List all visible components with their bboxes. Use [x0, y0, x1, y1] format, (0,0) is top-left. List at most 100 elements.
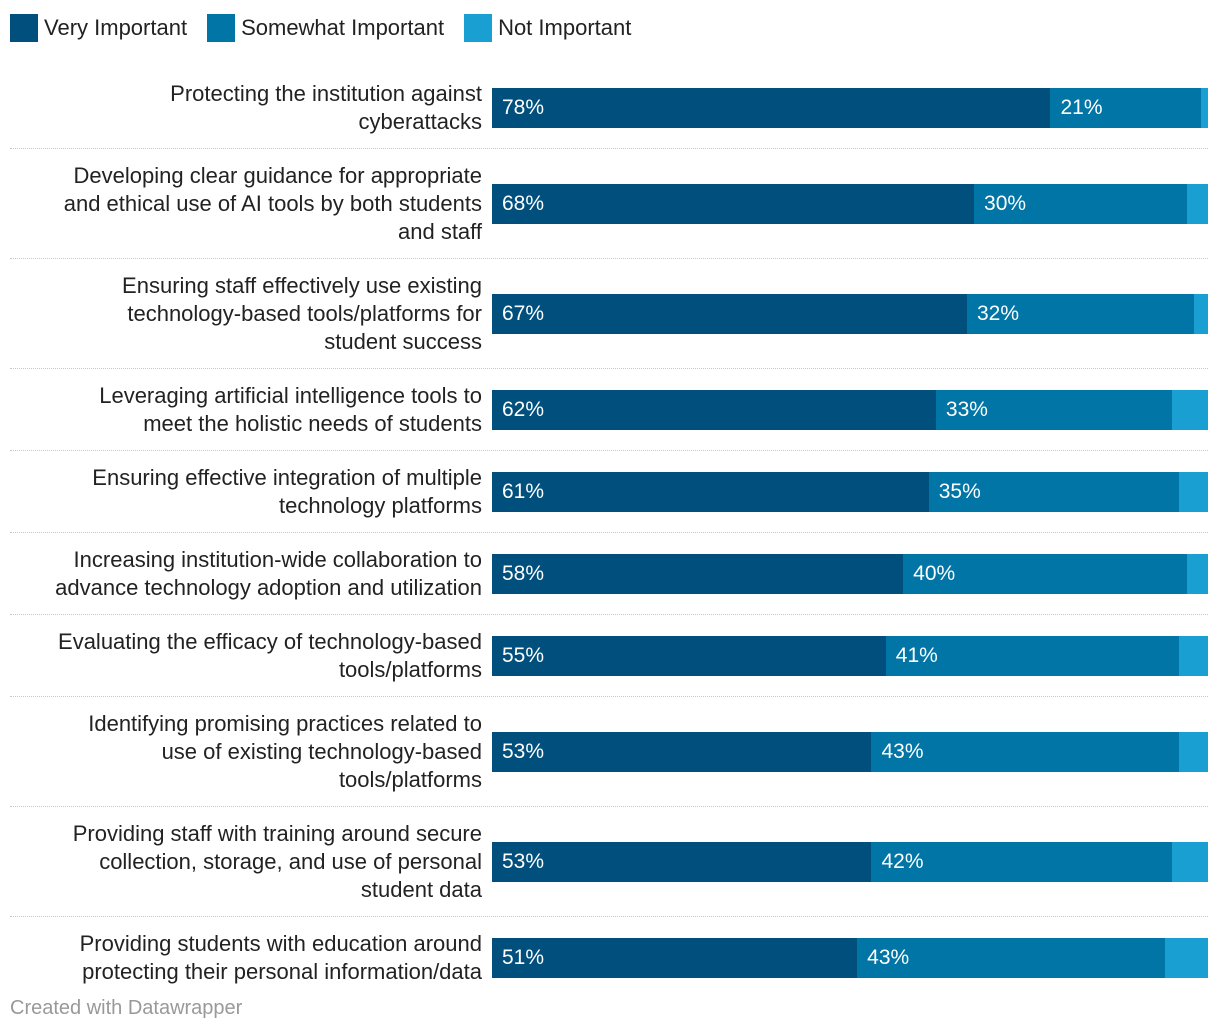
legend-item-not-important: Not Important	[464, 14, 631, 42]
bar-segment-not-important	[1179, 636, 1208, 676]
data-label: 42%	[881, 850, 924, 873]
category-label: Identifying promising practices related …	[10, 710, 482, 794]
bar-row: 78% 21%	[492, 88, 1208, 128]
data-label: 32%	[976, 302, 1019, 325]
category-label-line: student success	[324, 329, 482, 354]
category-label: Increasing institution-wide collaboratio…	[10, 546, 482, 602]
bar-segment-not-important	[1200, 88, 1208, 128]
row-separator	[10, 532, 1208, 533]
bar-segment-not-important	[1186, 554, 1208, 594]
bar-segment-not-important	[1172, 842, 1208, 882]
category-label-line: and staff	[398, 219, 482, 244]
data-label: 58%	[502, 562, 545, 585]
bar-row: 51% 43%	[492, 938, 1208, 978]
category-label: Protecting the institution against cybera…	[10, 80, 482, 136]
category-label-line: and ethical use of AI tools by both stud…	[63, 191, 482, 216]
bar-segment-very-important: 58%	[492, 554, 904, 594]
legend-item-somewhat-important: Somewhat Important	[207, 14, 444, 42]
category-label: Ensuring effective integration of multip…	[10, 464, 482, 520]
data-label: 62%	[502, 398, 545, 421]
category-label-line: meet the holistic needs of students	[143, 411, 482, 436]
bar-segment-not-important	[1172, 390, 1208, 430]
bar-segment-very-important: 67%	[492, 294, 967, 334]
category-label-line: Increasing institution-wide collaboratio…	[73, 547, 482, 572]
data-label: 35%	[938, 480, 981, 503]
data-label: 33%	[945, 398, 988, 421]
category-label-line: tools/platforms	[338, 657, 482, 682]
footer-credit: Created with Datawrapper	[10, 997, 243, 1019]
data-label: 53%	[502, 740, 545, 763]
bar-segment-very-important: 53%	[492, 842, 872, 882]
bar-row: 61% 35%	[492, 472, 1208, 512]
bar-segment-somewhat-important: 33%	[935, 390, 1173, 430]
category-label-line: Evaluating the efficacy of technology-ba…	[58, 629, 482, 654]
data-label: 40%	[913, 562, 956, 585]
category-label-line: cyberattacks	[358, 109, 483, 134]
category-label: Providing students with education around…	[10, 930, 482, 986]
bar-row: 53% 43%	[492, 732, 1208, 772]
data-label: 51%	[502, 946, 545, 969]
data-label: 67%	[502, 302, 545, 325]
category-label-line: Protecting the institution against	[170, 81, 482, 106]
bar-segment-very-important: 53%	[492, 732, 872, 772]
category-label: Leveraging artificial intelligence tools…	[10, 382, 482, 438]
category-label: Evaluating the efficacy of technology-ba…	[10, 628, 482, 684]
bar-row: 58% 40%	[492, 554, 1208, 594]
bar-row: 67% 32%	[492, 294, 1208, 334]
data-label: 61%	[502, 480, 545, 503]
category-label-line: Ensuring staff effectively use existing	[122, 273, 482, 298]
legend-label: Very Important	[44, 15, 188, 40]
bar-segment-somewhat-important: 32%	[966, 294, 1194, 334]
category-label-line: Providing staff with training around sec…	[72, 821, 482, 846]
category-label-line: Leveraging artificial intelligence tools…	[99, 383, 482, 408]
bar-row: 68% 30%	[492, 184, 1208, 224]
row-separator	[10, 148, 1208, 149]
category-label: Ensuring staff effectively use existing t…	[10, 272, 482, 356]
bar-segment-somewhat-important: 42%	[871, 842, 1173, 882]
bar-segment-somewhat-important: 35%	[928, 472, 1180, 512]
bar-segment-very-important: 62%	[492, 390, 936, 430]
bar-segment-very-important: 68%	[492, 184, 975, 224]
data-label: 41%	[895, 644, 938, 667]
category-label: Developing clear guidance for appropriat…	[10, 162, 482, 246]
bar-segment-not-important	[1179, 472, 1208, 512]
legend-label: Not Important	[498, 15, 632, 40]
legend-label: Somewhat Important	[241, 15, 445, 40]
bar-segment-somewhat-important: 30%	[974, 184, 1187, 224]
category-label-line: Developing clear guidance for appropriat…	[73, 163, 482, 188]
category-label-line: Identifying promising practices related …	[88, 711, 482, 736]
data-label: 53%	[502, 850, 545, 873]
category-label-line: protecting their personal information/da…	[82, 959, 482, 984]
bar-segment-not-important	[1165, 938, 1208, 978]
bar-segment-not-important	[1179, 732, 1208, 772]
legend-swatch	[464, 14, 493, 42]
data-label: 68%	[502, 192, 545, 215]
category-label-line: student data	[360, 877, 482, 902]
data-label: 55%	[502, 644, 545, 667]
bar-segment-very-important: 55%	[492, 636, 886, 676]
bar-row: 62% 33%	[492, 390, 1208, 430]
category-label: Providing staff with training around sec…	[10, 820, 482, 904]
legend-swatch	[207, 14, 236, 42]
data-label: 30%	[984, 192, 1027, 215]
category-label-line: technology platforms	[279, 493, 482, 518]
row-separator	[10, 258, 1208, 259]
legend-swatch	[10, 14, 38, 42]
category-label-line: use of existing technology-based	[161, 739, 482, 764]
data-label: 43%	[867, 946, 910, 969]
bar-segment-somewhat-important: 43%	[871, 732, 1180, 772]
category-label-line: collection, storage, and use of personal	[99, 849, 482, 874]
row-separator	[10, 614, 1208, 615]
category-label-line: Providing students with education around	[79, 931, 482, 956]
category-label-line: advance technology adoption and utilizat…	[55, 575, 482, 600]
bar-segment-very-important: 61%	[492, 472, 929, 512]
bar-segment-somewhat-important: 40%	[903, 554, 1187, 594]
category-label-line: Ensuring effective integration of multip…	[92, 465, 482, 490]
data-label: 78%	[502, 96, 545, 119]
bar-segment-not-important	[1193, 294, 1208, 334]
category-label-line: technology-based tools/platforms for	[127, 301, 482, 326]
row-separator	[10, 916, 1208, 917]
bar-segment-somewhat-important: 21%	[1050, 88, 1201, 128]
bar-row: 55% 41%	[492, 636, 1208, 676]
